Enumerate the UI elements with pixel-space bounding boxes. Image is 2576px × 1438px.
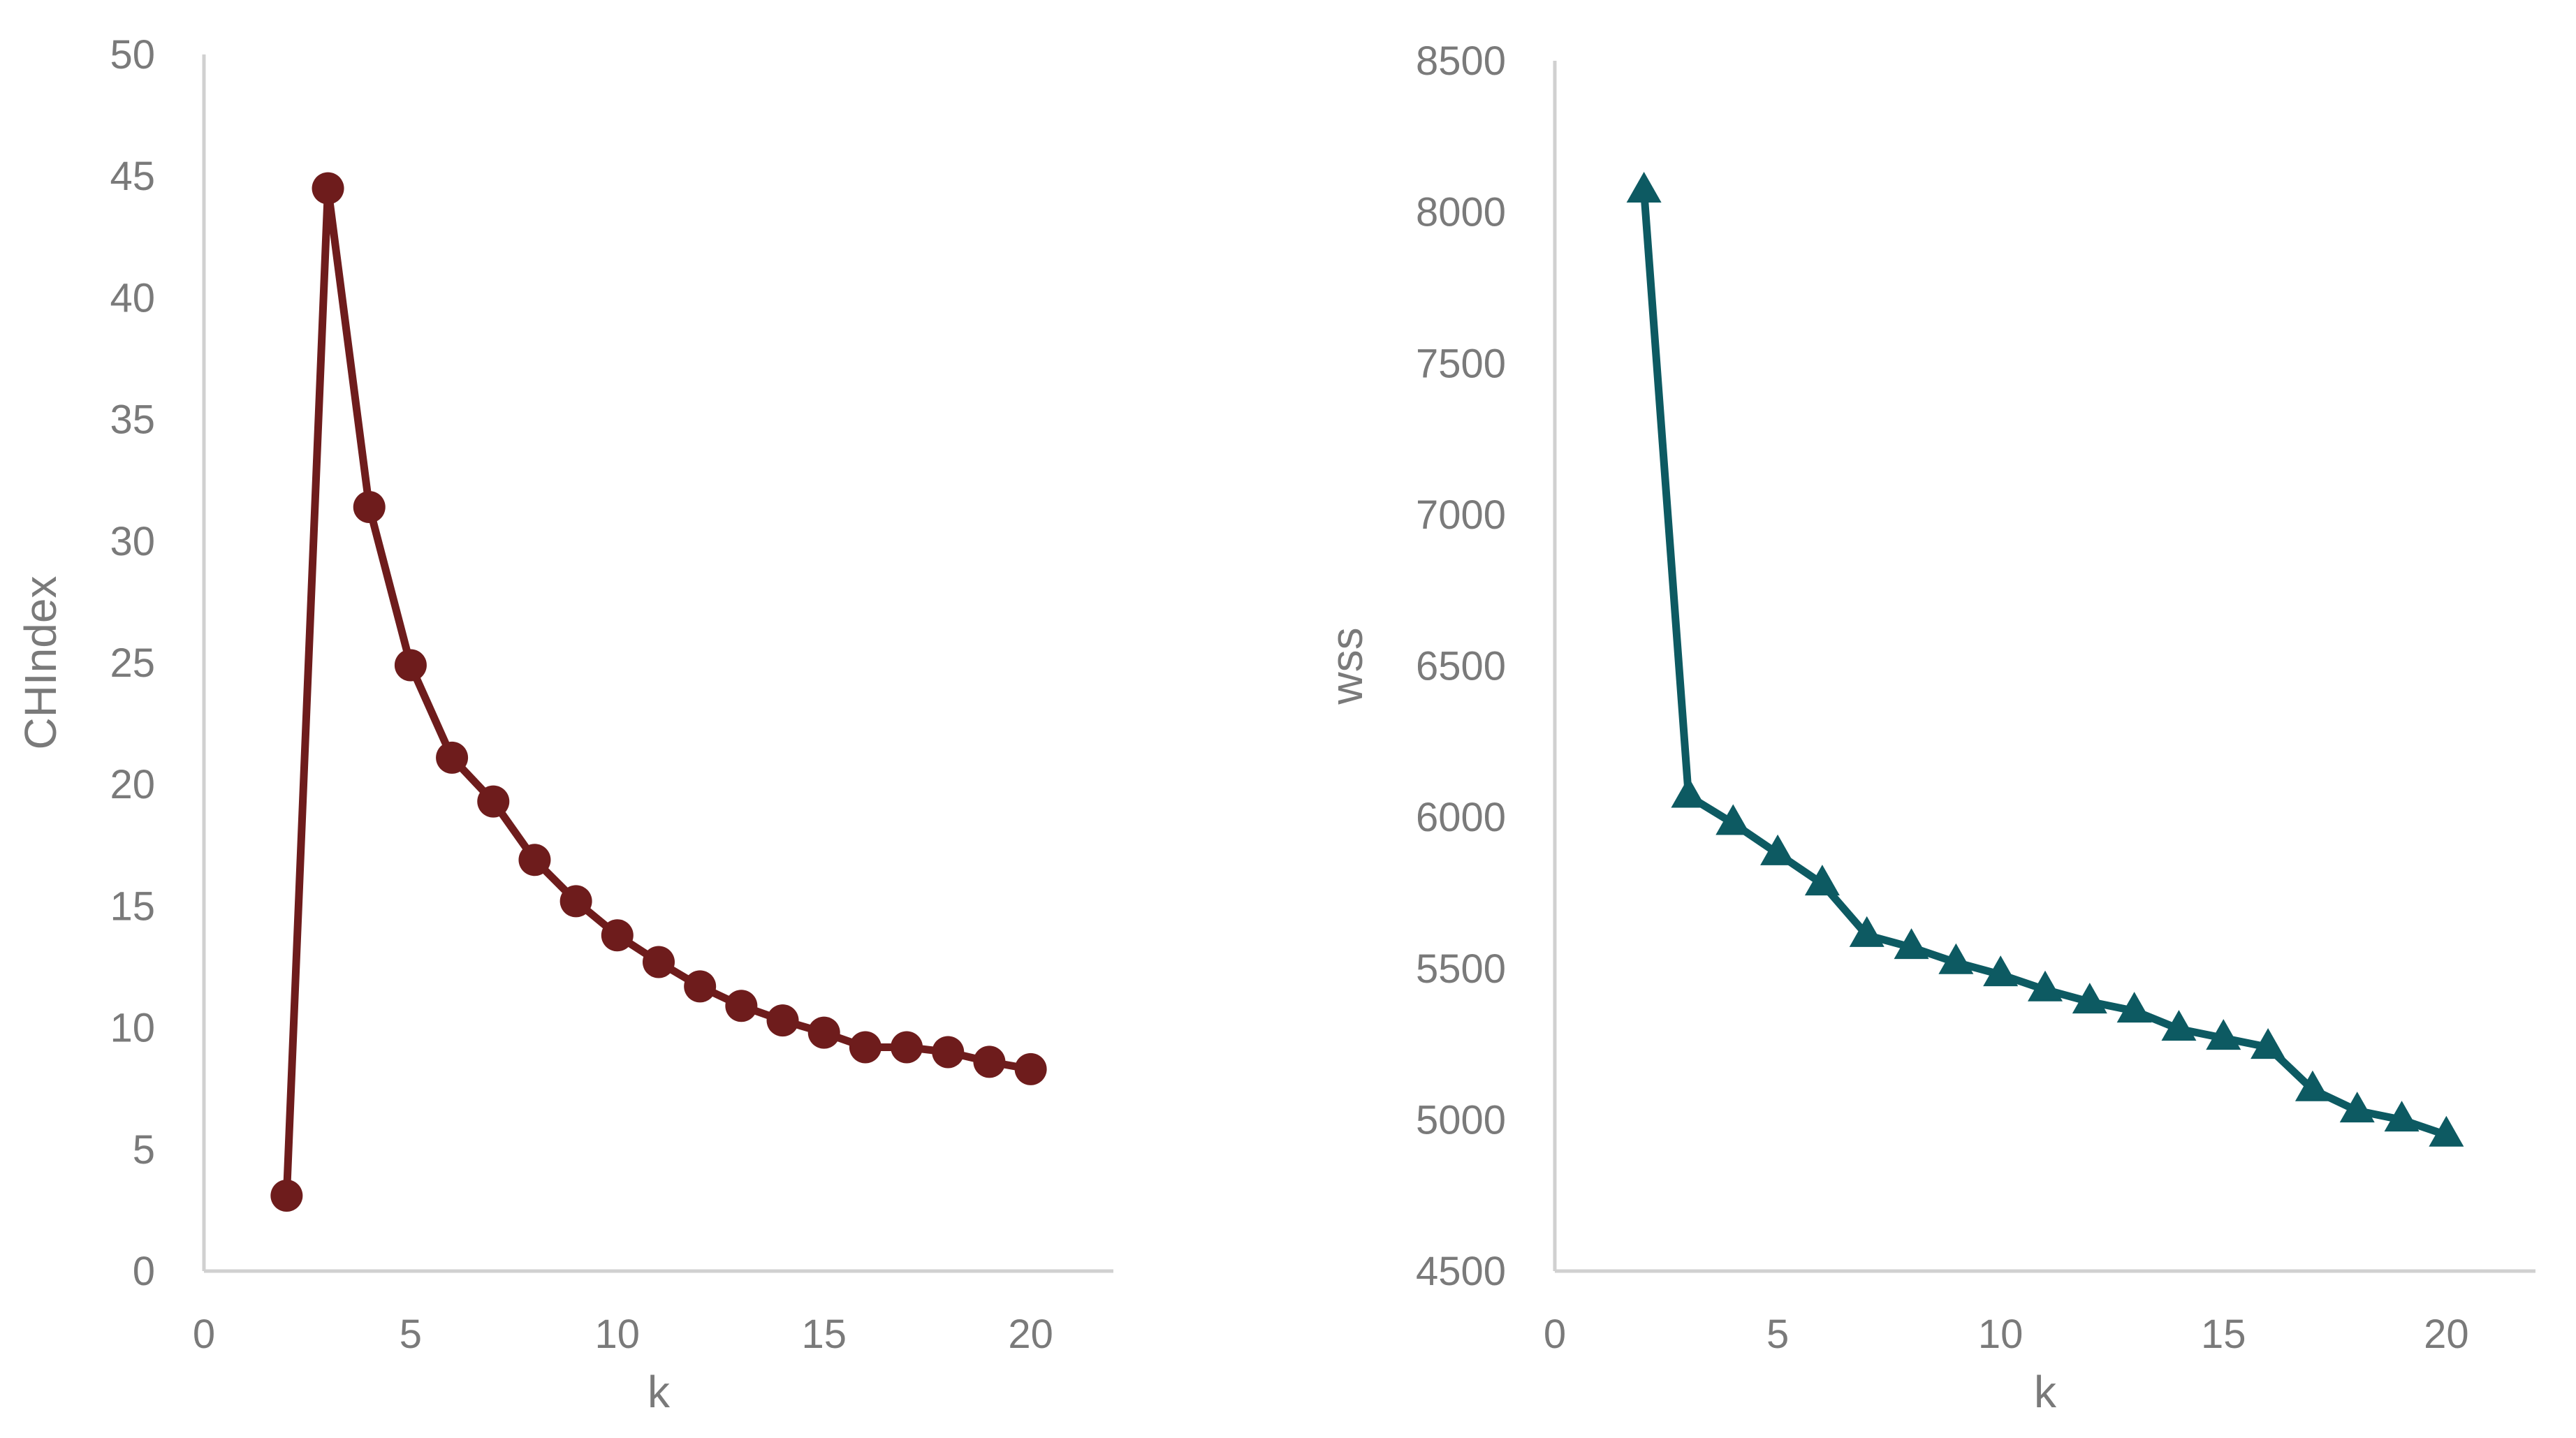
data-point	[477, 785, 510, 818]
x-axis-title: k	[2034, 1367, 2057, 1417]
data-point	[601, 919, 634, 952]
y-tick-label: 10	[110, 1006, 155, 1051]
data-point	[559, 885, 592, 918]
x-tick-label: 5	[1766, 1312, 1789, 1357]
y-axis-title: CHIndex	[15, 576, 66, 750]
chindex-chart: 0 5 10 15 20 25 30 35 40 45 50 0 5 10 15 20 k CHIndex	[15, 32, 1113, 1417]
data-point	[725, 990, 758, 1022]
y-tick-label: 5	[133, 1127, 155, 1173]
x-tick-label: 15	[801, 1312, 847, 1357]
data-point	[891, 1031, 923, 1064]
data-point	[1626, 172, 1662, 203]
data-point	[2161, 1010, 2197, 1041]
y-tick-label: 5500	[1416, 946, 1506, 992]
y-tick-label: 20	[110, 762, 155, 807]
data-point	[2116, 992, 2152, 1023]
data-point	[2251, 1028, 2286, 1059]
y-tick-label: 50	[110, 32, 155, 78]
data-point	[1804, 865, 1840, 896]
y-tick-label: 6000	[1416, 795, 1506, 840]
data-point	[849, 1031, 881, 1064]
data-point	[312, 172, 344, 205]
data-point	[1671, 777, 1706, 808]
data-point	[2206, 1019, 2241, 1050]
y-tick-label: 5000	[1416, 1097, 1506, 1143]
data-point	[2384, 1101, 2420, 1132]
data-point	[643, 946, 675, 978]
data-point	[932, 1036, 965, 1069]
y-tick-label: 30	[110, 519, 155, 564]
data-point	[2072, 983, 2107, 1014]
data-point	[766, 1004, 799, 1037]
data-point	[436, 741, 469, 774]
wss-chart: 4500 5000 5500 6000 6500 7000 7500 8000 8500 0 5 10…	[1322, 38, 2535, 1417]
x-tick-label: 0	[193, 1312, 215, 1357]
y-tick-label: 35	[110, 397, 155, 443]
x-tick-label: 10	[1978, 1312, 2024, 1357]
y-tick-label: 7500	[1416, 341, 1506, 386]
data-point	[1894, 928, 1929, 960]
y-tick-label: 7000	[1416, 492, 1506, 538]
x-axis-title: k	[647, 1367, 671, 1417]
y-tick-label: 15	[110, 883, 155, 929]
y-tick-label: 8000	[1416, 190, 1506, 235]
x-tick-label: 20	[1008, 1312, 1053, 1357]
data-point	[1014, 1052, 1047, 1085]
y-tick-label: 40	[110, 275, 155, 321]
y-axis-title: wss	[1322, 627, 1372, 705]
y-tick-label: 8500	[1416, 38, 1506, 84]
data-point	[1760, 834, 1796, 865]
x-tick-label: 10	[595, 1312, 641, 1357]
y-tick-label: 6500	[1416, 644, 1506, 689]
data-point	[684, 970, 717, 1003]
data-point	[2339, 1092, 2375, 1123]
data-point	[518, 844, 551, 876]
x-tick-label: 0	[1544, 1312, 1566, 1357]
data-point	[270, 1179, 303, 1212]
data-point	[2429, 1115, 2464, 1147]
data-point	[1983, 955, 2019, 987]
x-tick-label: 5	[400, 1312, 422, 1357]
data-point	[353, 491, 386, 524]
y-tick-label: 0	[133, 1249, 155, 1294]
y-tick-label: 45	[110, 154, 155, 199]
data-point	[1849, 916, 1885, 947]
data-point	[2295, 1070, 2330, 1101]
data-point	[1715, 804, 1751, 835]
data-point	[807, 1016, 840, 1049]
x-tick-label: 20	[2424, 1312, 2469, 1357]
y-tick-label: 4500	[1416, 1249, 1506, 1294]
data-point	[1938, 943, 1974, 974]
data-point	[394, 649, 427, 682]
data-point	[2028, 970, 2063, 1002]
x-tick-label: 15	[2201, 1312, 2246, 1357]
data-point	[973, 1046, 1006, 1078]
y-tick-label: 25	[110, 640, 155, 686]
